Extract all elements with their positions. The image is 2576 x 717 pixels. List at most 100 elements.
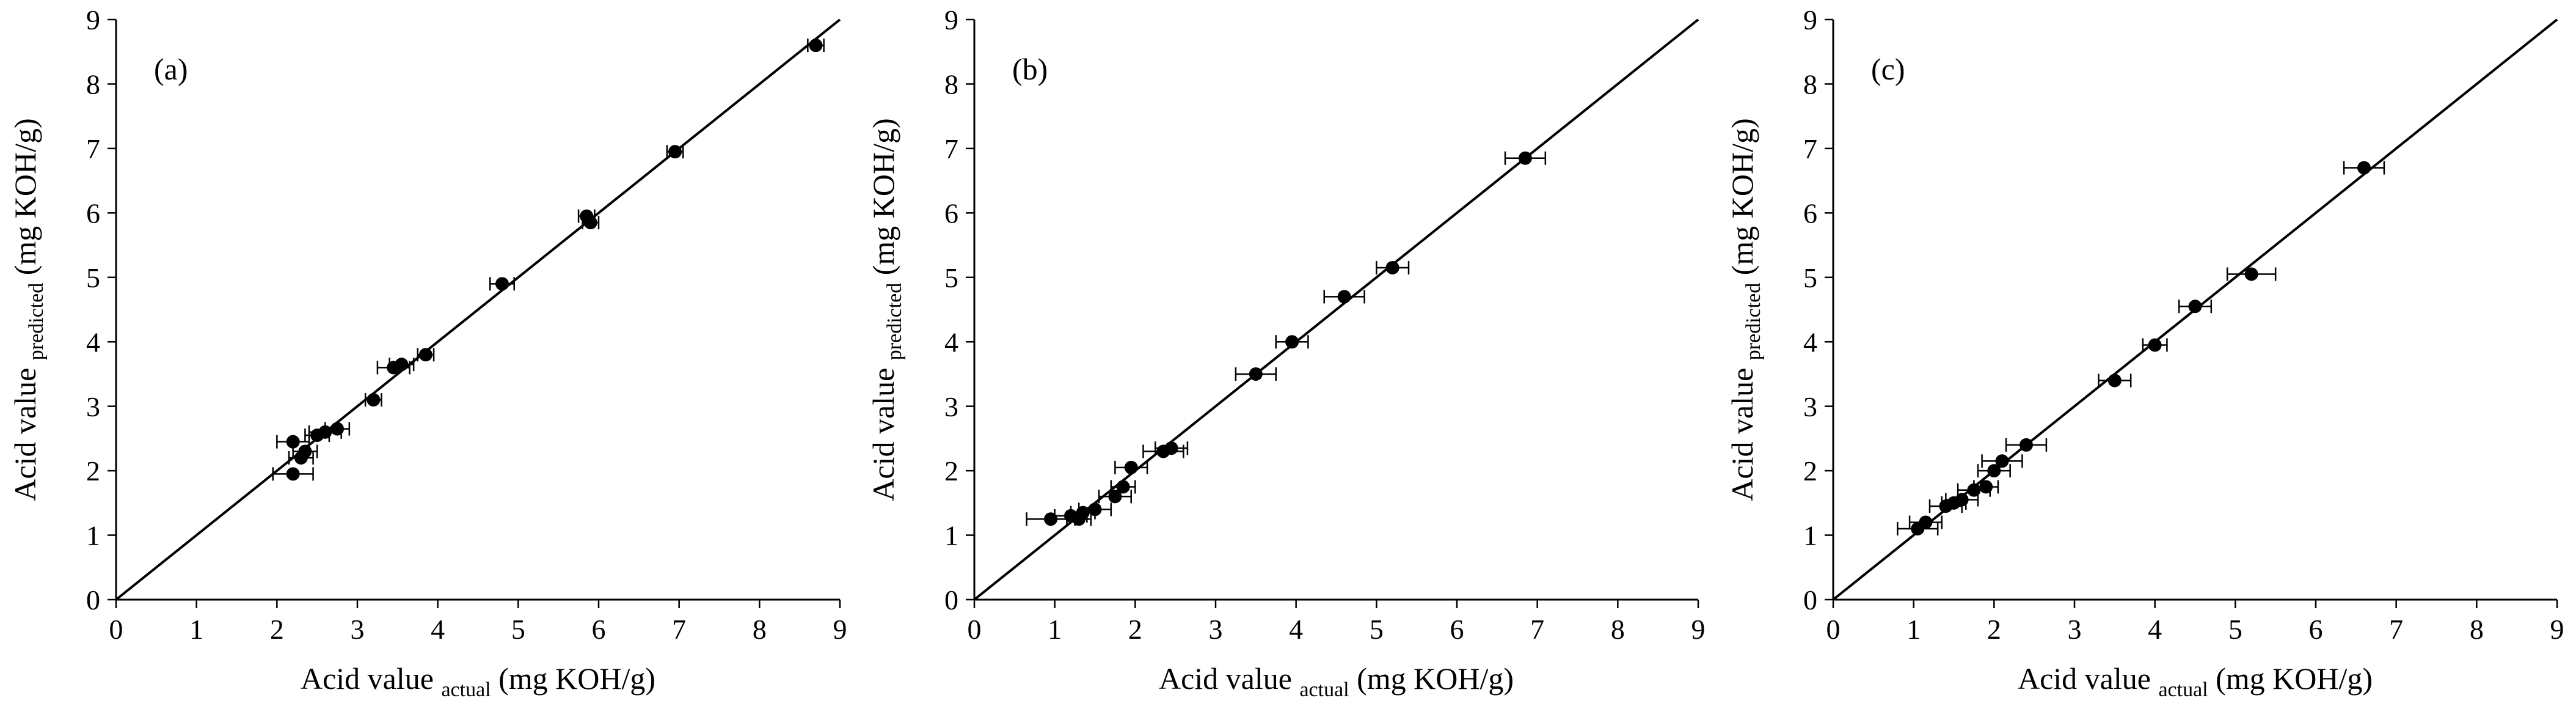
data-point [2107,373,2122,388]
x-tick-label: 1 [1048,614,1062,645]
x-tick-label: 8 [753,614,767,645]
x-axis-title: Acid value actual (mg KOH/g) [2018,661,2373,701]
y-tick-label: 8 [86,69,100,100]
x-tick-label: 5 [1370,614,1384,645]
x-tick-label: 0 [1826,614,1841,645]
data-point [1088,502,1102,517]
y-tick-label: 1 [86,520,100,551]
x-tick-label: 1 [1906,614,1921,645]
y-tick-label: 6 [86,197,100,229]
x-tick-label: 3 [2068,614,2082,645]
data-point [1979,480,1993,494]
x-tick-label: 0 [109,614,123,645]
y-tick-label: 5 [86,262,100,293]
y-tick-label: 0 [1803,584,1817,616]
y-tick-label: 4 [86,326,100,358]
y-axis-title: Acid value predicted (mg KOH/g) [8,118,48,501]
y-tick-label: 0 [944,584,958,616]
data-point [1995,454,2009,468]
data-point [367,393,381,407]
data-point [330,422,345,436]
data-point [2020,438,2033,452]
data-point [1385,260,1399,274]
y-tick-label: 8 [944,69,958,100]
data-point [1518,151,1532,165]
data-point [809,39,823,53]
y-tick-label: 7 [944,133,958,164]
data-point [2244,267,2258,281]
y-axis-title: Acid value predicted (mg KOH/g) [866,118,906,501]
data-point [495,277,509,291]
x-tick-label: 1 [189,614,203,645]
identity-line [115,18,841,601]
x-tick-label: 9 [1691,614,1706,645]
chart-panel-c: 0 1 2 3 4 5 6 7 8 9 0 1 2 3 4 5 6 7 8 9 (c) Acid value actual… [1717,0,2576,717]
data-point [2357,161,2371,175]
x-tick-label: 3 [351,614,365,645]
x-tick-label: 9 [2550,614,2564,645]
x-tick-label: 4 [1289,614,1303,645]
y-tick-label: 9 [944,4,958,35]
y-tick-label: 7 [1803,133,1817,164]
x-tick-label: 3 [1209,614,1223,645]
data-point [418,348,432,362]
y-tick-label: 3 [1803,391,1817,422]
chart-c: 0 1 2 3 4 5 6 7 8 9 0 1 2 3 4 5 6 7 8 9 (c) Acid value actual… [1725,4,2564,701]
data-point [1249,367,1263,381]
data-point [1337,290,1351,304]
x-tick-label: 9 [833,614,847,645]
data-point [1987,464,2001,478]
chart-panel-b: 0 1 2 3 4 5 6 7 8 9 0 1 2 3 4 5 6 7 8 9 (b) Acid value actual… [858,0,1717,717]
chart-b: 0 1 2 3 4 5 6 7 8 9 0 1 2 3 4 5 6 7 8 9 (b) Acid value actual… [866,4,1706,701]
x-tick-label: 4 [431,614,445,645]
chart-a: 0 1 2 3 4 5 6 7 8 9 0 1 2 3 4 5 6 7 8 9 (a) Acid value actual… [8,4,847,701]
x-tick-label: 6 [592,614,606,645]
y-tick-label: 1 [1803,520,1817,551]
y-tick-label: 3 [86,391,100,422]
x-tick-label: 8 [2470,614,2484,645]
x-axis-title: Acid value actual (mg KOH/g) [301,661,655,701]
y-tick-label: 6 [944,197,958,229]
y-tick-label: 0 [86,584,100,616]
y-tick-label: 2 [944,455,958,487]
panel-label: (b) [1012,52,1048,86]
data-point [1919,515,1933,529]
y-tick-label: 4 [944,326,958,358]
data-point [286,435,300,449]
data-point [1164,441,1178,455]
x-tick-label: 2 [270,614,284,645]
x-tick-label: 6 [1450,614,1464,645]
data-point [1124,460,1138,474]
x-tick-label: 5 [511,614,525,645]
x-tick-label: 0 [968,614,982,645]
y-tick-label: 7 [86,133,100,164]
y-tick-label: 5 [944,262,958,293]
x-tick-label: 6 [2309,614,2323,645]
x-tick-label: 2 [1987,614,2001,645]
panel-label: (c) [1871,52,1905,86]
data-point [583,216,597,230]
x-tick-label: 4 [2148,614,2162,645]
x-tick-label: 8 [1611,614,1625,645]
data-point [1116,480,1130,494]
y-tick-label: 5 [1803,262,1817,293]
x-tick-label: 7 [2389,614,2403,645]
y-tick-label: 1 [944,520,958,551]
panel-label: (a) [154,52,188,86]
data-point [298,444,312,458]
y-tick-label: 2 [86,455,100,487]
x-tick-label: 7 [672,614,686,645]
y-tick-label: 3 [944,391,958,422]
y-axis-title: Acid value predicted (mg KOH/g) [1725,118,1765,501]
y-tick-label: 9 [1803,4,1817,35]
x-tick-label: 7 [1530,614,1544,645]
chart-panel-a: 0 1 2 3 4 5 6 7 8 9 0 1 2 3 4 5 6 7 8 9 (a) Acid value actual… [0,0,858,717]
data-point [286,467,300,481]
y-tick-label: 2 [1803,455,1817,487]
y-tick-label: 6 [1803,197,1817,229]
data-point [1285,335,1299,349]
y-tick-label: 4 [1803,326,1817,358]
x-tick-label: 5 [2228,614,2242,645]
y-tick-label: 9 [86,4,100,35]
